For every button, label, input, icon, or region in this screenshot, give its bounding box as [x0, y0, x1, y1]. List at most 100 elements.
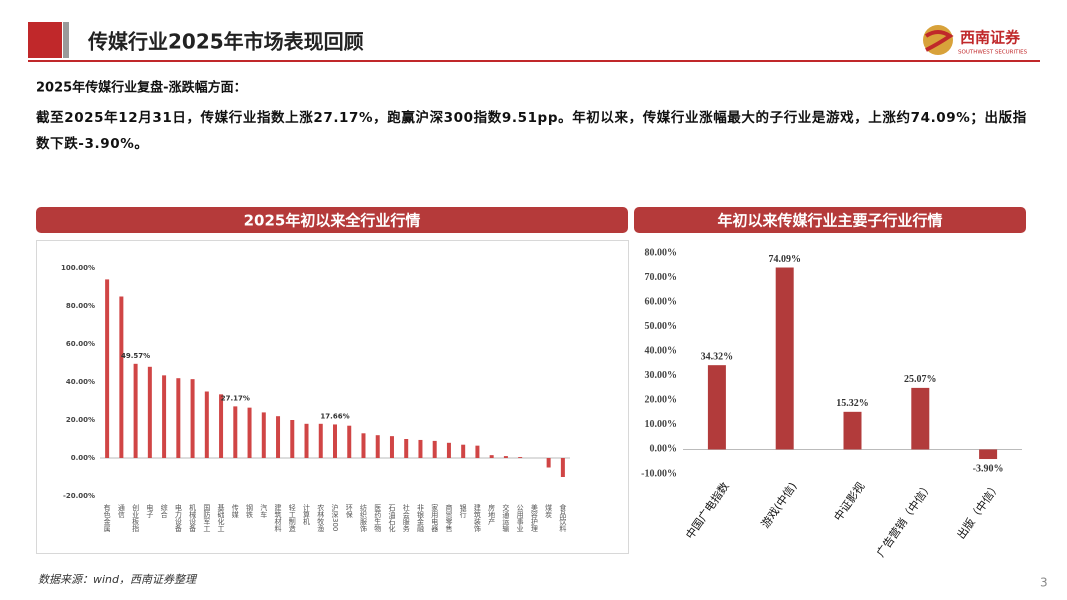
bar	[261, 412, 266, 458]
x-tick-label: 建筑材料	[274, 503, 282, 533]
chart-title: 2025年初以来全行业行情	[244, 212, 421, 230]
x-tick-label: 基础化工	[217, 503, 225, 532]
bar	[219, 394, 224, 458]
y-tick-label: 20.00%	[66, 416, 95, 424]
bar	[361, 433, 366, 458]
x-tick-label: 家用电器	[431, 503, 439, 533]
x-tick-label: 银行	[459, 503, 467, 519]
x-tick-label: 广告营销（中信）	[873, 479, 935, 559]
x-tick-label: 煤炭	[545, 503, 553, 519]
source-note: 数据来源：wind，西南证券整理	[38, 573, 198, 586]
y-tick-label: -10.00%	[641, 468, 677, 479]
chart-frame	[36, 240, 629, 554]
y-tick-label: 10.00%	[645, 419, 678, 430]
x-tick-label: 美容护理	[530, 503, 538, 532]
data-label: 17.66%	[320, 412, 349, 420]
data-label: -3.90%	[973, 463, 1004, 474]
bar	[489, 455, 494, 458]
chart-title: 年初以来传媒行业主要子行业行情	[717, 212, 942, 230]
x-tick-label: 钢铁	[246, 503, 254, 519]
data-label: 15.32%	[836, 398, 869, 409]
bar	[503, 456, 508, 458]
bar	[147, 366, 152, 458]
y-tick-label: 70.00%	[645, 272, 678, 283]
x-tick-label: 创业板指	[132, 503, 140, 533]
x-tick-label: 社会服务	[402, 503, 410, 533]
y-tick-label: 0.00%	[650, 444, 678, 455]
bar	[418, 439, 423, 458]
x-tick-label: 医药生物	[374, 504, 382, 533]
x-tick-label: 房地产	[488, 503, 496, 526]
bar	[518, 457, 523, 458]
logo-subtext: SOUTHWEST SECURITIES	[958, 50, 1028, 56]
x-tick-label: 电子	[146, 503, 154, 518]
section-title: 2025年传媒行业复盘-涨跌幅方面：	[36, 80, 247, 96]
header-block	[28, 22, 62, 58]
bar	[190, 379, 195, 458]
y-tick-label: 40.00%	[645, 346, 678, 357]
bar	[775, 267, 794, 450]
x-tick-label: 传媒	[231, 503, 239, 519]
bar	[707, 365, 726, 450]
x-tick-label: 电力设备	[174, 503, 182, 533]
data-label: 74.09%	[768, 254, 801, 265]
y-tick-label: 30.00%	[645, 370, 678, 381]
y-tick-label: 80.00%	[66, 302, 95, 310]
bar	[176, 378, 181, 458]
bar	[911, 387, 930, 450]
y-tick-label: 80.00%	[645, 247, 678, 258]
bar	[461, 444, 466, 458]
x-tick-label: 纺织服饰	[359, 503, 367, 533]
bar	[375, 435, 380, 458]
data-label: 25.07%	[904, 374, 937, 385]
bar	[432, 440, 437, 458]
bar	[304, 423, 309, 458]
bar	[546, 458, 551, 468]
x-tick-label: 计算机	[303, 503, 311, 526]
bar	[162, 375, 167, 458]
x-tick-label: 通信	[117, 503, 125, 519]
x-tick-label: 综合	[160, 503, 168, 519]
x-tick-label: 商贸零售	[445, 503, 453, 533]
page-title: 传媒行业2025年市场表现回顾	[87, 30, 364, 54]
header-bar	[63, 22, 69, 58]
x-tick-label: 汽车	[260, 503, 268, 519]
x-tick-label: 出版（中信）	[954, 479, 1003, 541]
bar	[404, 439, 409, 458]
page-number: 3	[1040, 576, 1048, 590]
bar	[290, 420, 295, 458]
x-tick-label: 石油石化	[388, 504, 396, 533]
logo-text: 西南证券	[960, 29, 1021, 47]
y-tick-label: 20.00%	[645, 395, 678, 406]
x-tick-label: 公用事业	[516, 504, 524, 532]
y-tick-label: 100.00%	[61, 264, 95, 272]
y-tick-label: 40.00%	[66, 378, 95, 386]
x-tick-label: 沪深300	[331, 503, 339, 531]
bar	[119, 296, 124, 458]
bar	[233, 406, 238, 458]
x-tick-label: 中国广电指数	[682, 479, 731, 541]
x-tick-label: 环保	[345, 504, 353, 519]
x-tick-label: 农林牧渔	[317, 503, 325, 533]
y-tick-label: 0.00%	[71, 454, 95, 462]
bar	[318, 423, 323, 458]
x-tick-label: 轻工制造	[288, 503, 296, 533]
bar	[560, 458, 565, 477]
y-tick-label: -20.00%	[63, 492, 95, 500]
summary-paragraph: 截至2025年12月31日，传媒行业指数上涨27.17%，跑赢沪深300指数9.…	[36, 110, 1027, 152]
x-tick-label: 游戏(中信)	[759, 480, 800, 531]
data-label: 34.32%	[701, 351, 734, 362]
x-tick-label: 有色金属	[103, 503, 111, 533]
x-tick-label: 非银金融	[416, 503, 424, 533]
bar	[389, 436, 394, 458]
bar	[133, 363, 138, 458]
logo-swoosh	[924, 30, 954, 52]
bar	[475, 445, 480, 458]
bar	[333, 424, 337, 458]
bar	[843, 411, 862, 450]
bar	[347, 425, 352, 458]
y-tick-label: 50.00%	[645, 321, 678, 332]
bar	[204, 391, 209, 458]
data-label: 27.17%	[221, 394, 250, 402]
